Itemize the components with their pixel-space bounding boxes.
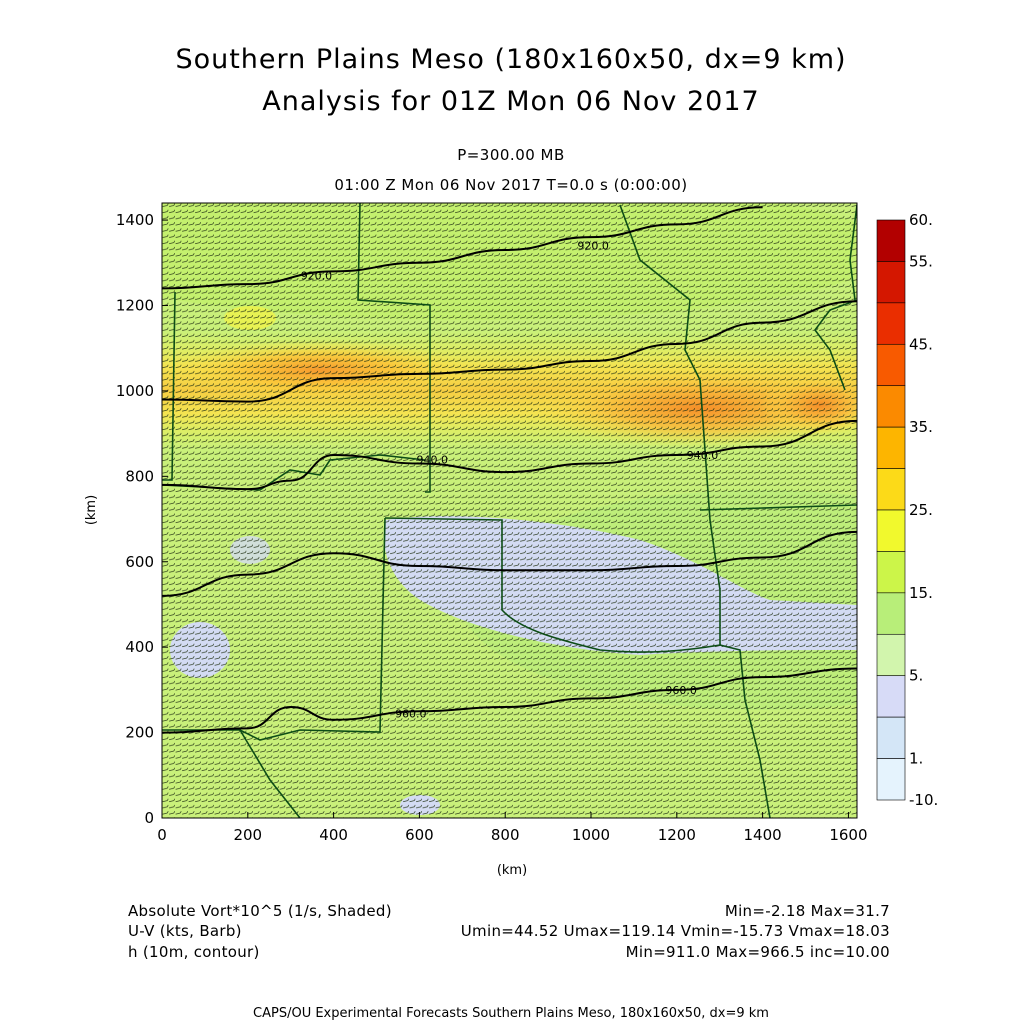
colorbar-swatch: [876, 592, 906, 635]
colorbar-label: 60.: [909, 211, 933, 229]
colorbar-label: 55.: [909, 252, 933, 270]
shaded-vorticity: [162, 203, 857, 818]
colorbar-swatch: [876, 716, 906, 759]
colorbar-swatch: [876, 261, 906, 304]
colorbar-label: 45.: [909, 335, 933, 353]
contour-label: 940.0: [417, 453, 449, 466]
colorbar-label: 35.: [909, 418, 933, 436]
x-tick-label: 0: [157, 826, 167, 844]
colorbar-swatch: [876, 219, 906, 262]
y-axis: 0 200 400 600 800 1000 1200 1400: [116, 211, 168, 827]
footer-stats-1: Min=-2.18 Max=31.7: [724, 902, 890, 920]
y-tick-label: 0: [144, 809, 154, 827]
chart-subtitle: Analysis for 01Z Mon 06 Nov 2017: [262, 86, 760, 117]
y-tick-label: 1000: [116, 382, 154, 400]
x-tick-label: 1400: [744, 826, 782, 844]
x-tick-label: 1600: [829, 826, 867, 844]
colorbar-swatch: [876, 468, 906, 511]
x-axis: 0 200 400 600 800 1000 1200 1400 1600: [157, 812, 868, 844]
x-tick-label: 400: [319, 826, 348, 844]
chart-title: Southern Plains Meso (180x160x50, dx=9 k…: [175, 44, 847, 75]
colorbar-label: 1.: [909, 750, 923, 768]
height-contours: [162, 206, 857, 734]
contour-label: 920.0: [301, 270, 333, 283]
colorbar-swatch: [876, 675, 906, 718]
contour-label: 960.0: [665, 684, 697, 697]
contour-label: 940.0: [687, 449, 719, 462]
height-contour-line: [162, 300, 857, 403]
colorbar-swatch: [876, 302, 906, 345]
colorbar-swatch: [876, 343, 906, 387]
x-tick-label: 800: [491, 826, 520, 844]
contour-label: 960.0: [395, 707, 427, 720]
colorbar-swatch: [876, 426, 906, 469]
colorbar-swatch: [876, 509, 906, 552]
x-tick-label: 600: [405, 826, 434, 844]
colorbar: 60. 55. 45. 35. 25. 15. 5. 1. -10.: [876, 211, 938, 809]
x-axis-label: (km): [497, 863, 527, 878]
footer-field-3: h (10m, contour): [128, 943, 260, 961]
plot-frame: [161, 202, 858, 819]
footer-field-2: U-V (kts, Barb): [128, 922, 242, 940]
colorbar-swatch: [876, 551, 906, 594]
x-tick-label: 200: [233, 826, 262, 844]
level-label: P=300.00 MB: [457, 146, 565, 164]
height-contour-line: [162, 530, 857, 597]
height-contour-line: [162, 419, 857, 491]
contour-labels: 920.0 920.0 940.0 940.0 960.0 960.0: [301, 240, 719, 721]
colorbar-label: 25.: [909, 501, 933, 519]
y-tick-label: 1200: [116, 297, 154, 315]
x-tick-label: 1200: [658, 826, 696, 844]
contour-label: 920.0: [577, 240, 609, 253]
y-tick-label: 400: [125, 638, 154, 656]
colorbar-swatch: [876, 758, 906, 801]
height-contour-line: [162, 206, 763, 290]
colorbar-label: 15.: [909, 584, 933, 602]
y-tick-label: 800: [125, 467, 154, 485]
height-contour-line: [162, 667, 857, 734]
footer-stats-3: Min=911.0 Max=966.5 inc=10.00: [625, 943, 890, 961]
y-tick-label: 600: [125, 553, 154, 571]
footer-stats-2: Umin=44.52 Umax=119.14 Vmin=-15.73 Vmax=…: [460, 922, 890, 940]
colorbar-swatch: [876, 633, 906, 677]
y-tick-label: 1400: [116, 211, 154, 229]
y-tick-label: 200: [125, 724, 154, 742]
colorbar-swatch: [876, 385, 906, 428]
time-label: 01:00 Z Mon 06 Nov 2017 T=0.0 s (0:00:00…: [334, 176, 688, 194]
x-tick-label: 1000: [572, 826, 610, 844]
colorbar-label: -10.: [909, 791, 938, 809]
y-axis-label: (km): [84, 495, 99, 525]
colorbar-label: 5.: [909, 667, 923, 685]
state-borders: [162, 203, 857, 818]
footer-credit: CAPS/OU Experimental Forecasts Southern …: [253, 1006, 769, 1021]
footer-field-1: Absolute Vort*10^5 (1/s, Shaded): [128, 902, 392, 920]
